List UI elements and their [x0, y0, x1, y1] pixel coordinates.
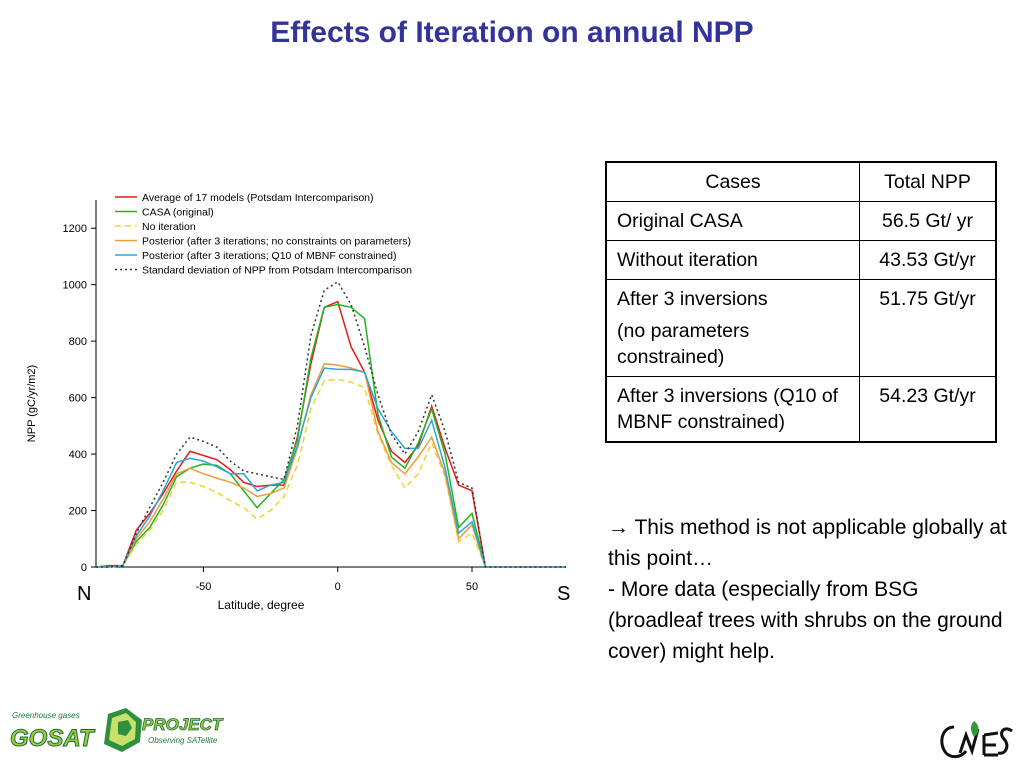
y-tick-label: 600: [69, 393, 87, 405]
case-title: After 3 inversions: [617, 288, 768, 310]
legend-label: Posterior (after 3 iterations; Q10 of MB…: [142, 250, 396, 262]
series-line-4: [96, 362, 566, 568]
table-header-total: Total NPP: [859, 161, 997, 202]
series-line-5: [96, 367, 566, 568]
series-line-1: [95, 300, 566, 568]
series-line-6: [96, 280, 566, 568]
case-cell: After 3 inversions (no parameters constr…: [605, 279, 860, 377]
legend-label: Posterior (after 3 iterations; no constr…: [142, 236, 411, 248]
y-tick-label: 800: [69, 336, 87, 348]
table-header-cases: Cases: [605, 161, 860, 202]
x-tick-label: 0: [335, 581, 341, 593]
total-cell: 43.53 Gt/yr: [859, 240, 997, 280]
legend-label: No iteration: [142, 221, 196, 233]
y-tick-label: 1200: [63, 223, 87, 235]
case-cell: Original CASA: [605, 201, 860, 241]
table-row: Original CASA 56.5 Gt/ yr: [605, 201, 997, 241]
legend-label: Standard deviation of NPP from Potsdam I…: [142, 265, 412, 277]
legend-label: Average of 17 models (Potsdam Intercompa…: [142, 192, 374, 204]
total-cell: 51.75 Gt/yr: [859, 279, 997, 377]
x-axis-label: Latitude, degree: [218, 598, 305, 612]
total-cell: 56.5 Gt/ yr: [859, 201, 997, 241]
y-axis-label: NPP (gC/yr/m2): [26, 365, 38, 442]
total-cell: 54.23 Gt/yr: [859, 376, 997, 443]
table-row: After 3 inversions (Q10 of MBNF constrai…: [605, 376, 997, 443]
note-line-1: → This method is not applicable globally…: [608, 516, 1007, 570]
case-subtitle: (no parameters constrained): [617, 320, 750, 368]
y-tick-label: 0: [81, 562, 87, 574]
nies-logo-icon: [940, 721, 1013, 759]
npp-cases-table: Cases Total NPP Original CASA 56.5 Gt/ y…: [605, 161, 997, 443]
note-line-2: - More data (especially from BSG (broadl…: [608, 578, 1003, 663]
legend-label: CASA (original): [142, 207, 214, 219]
table-row: After 3 inversions (no parameters constr…: [605, 279, 997, 377]
gosat-project-logo: Greenhouse gases GOSAT PROJECT Observing…: [10, 708, 224, 753]
slide-title: Effects of Iteration on annual NPP: [270, 16, 754, 49]
notes-text: → This method is not applicable globally…: [608, 512, 1008, 667]
npp-line-chart: 0 200 400 600 800 1000 1200 -50 0 50 Latitude, deg…: [26, 192, 566, 612]
case-cell: Without iteration: [605, 240, 860, 280]
series-line-3: [96, 378, 566, 568]
north-label: N: [77, 583, 92, 605]
table-header-row: Cases Total NPP: [605, 161, 997, 202]
y-tick-label: 1000: [63, 280, 87, 292]
gosat-project-text: PROJECT: [142, 715, 224, 734]
south-label: S: [557, 583, 571, 605]
y-tick-label: 400: [69, 449, 87, 461]
gosat-emblem-icon: [104, 708, 142, 752]
gosat-wordmark: GOSAT: [10, 725, 96, 752]
case-cell: After 3 inversions (Q10 of MBNF constrai…: [605, 376, 860, 443]
y-tick-label: 200: [69, 506, 87, 518]
series-line-2: [96, 303, 566, 568]
gosat-tagline: Greenhouse gases: [12, 711, 80, 720]
table-row: Without iteration 43.53 Gt/yr: [605, 240, 997, 280]
x-tick-label: 50: [466, 581, 478, 593]
x-tick-label: -50: [195, 581, 211, 593]
gosat-subtitle: Observing SATellite: [148, 736, 218, 745]
